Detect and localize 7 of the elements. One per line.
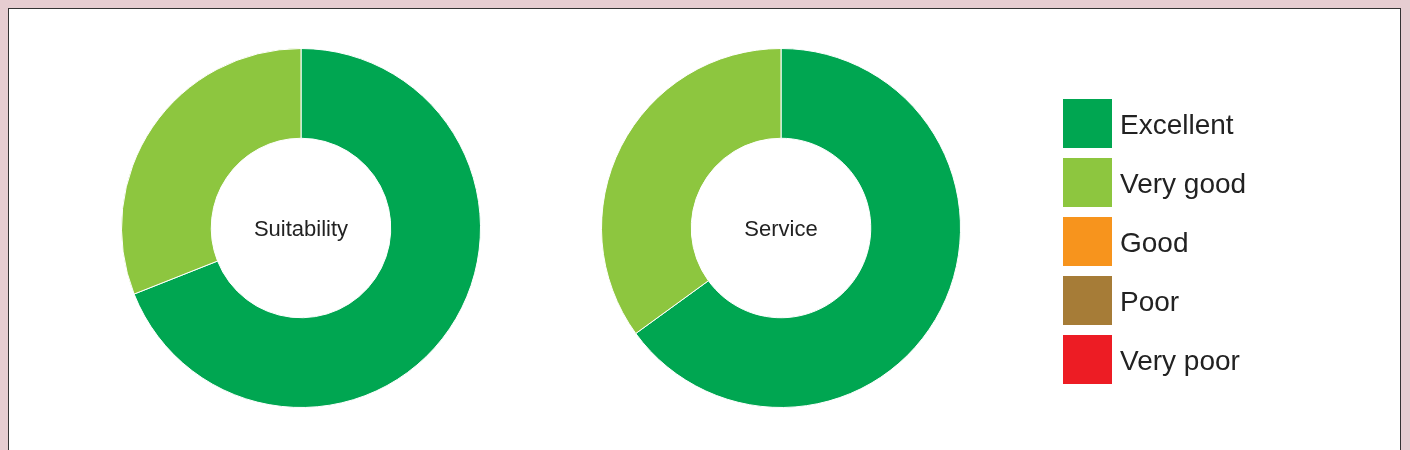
legend-label: Very poor: [1120, 344, 1240, 376]
legend-label: Good: [1120, 226, 1189, 258]
text: Service: [744, 216, 818, 242]
legend-label: Poor: [1120, 285, 1180, 317]
legend-label: Excellent: [1120, 108, 1234, 140]
legend-label: Very good: [1120, 167, 1247, 199]
text: Suitability: [253, 216, 349, 242]
